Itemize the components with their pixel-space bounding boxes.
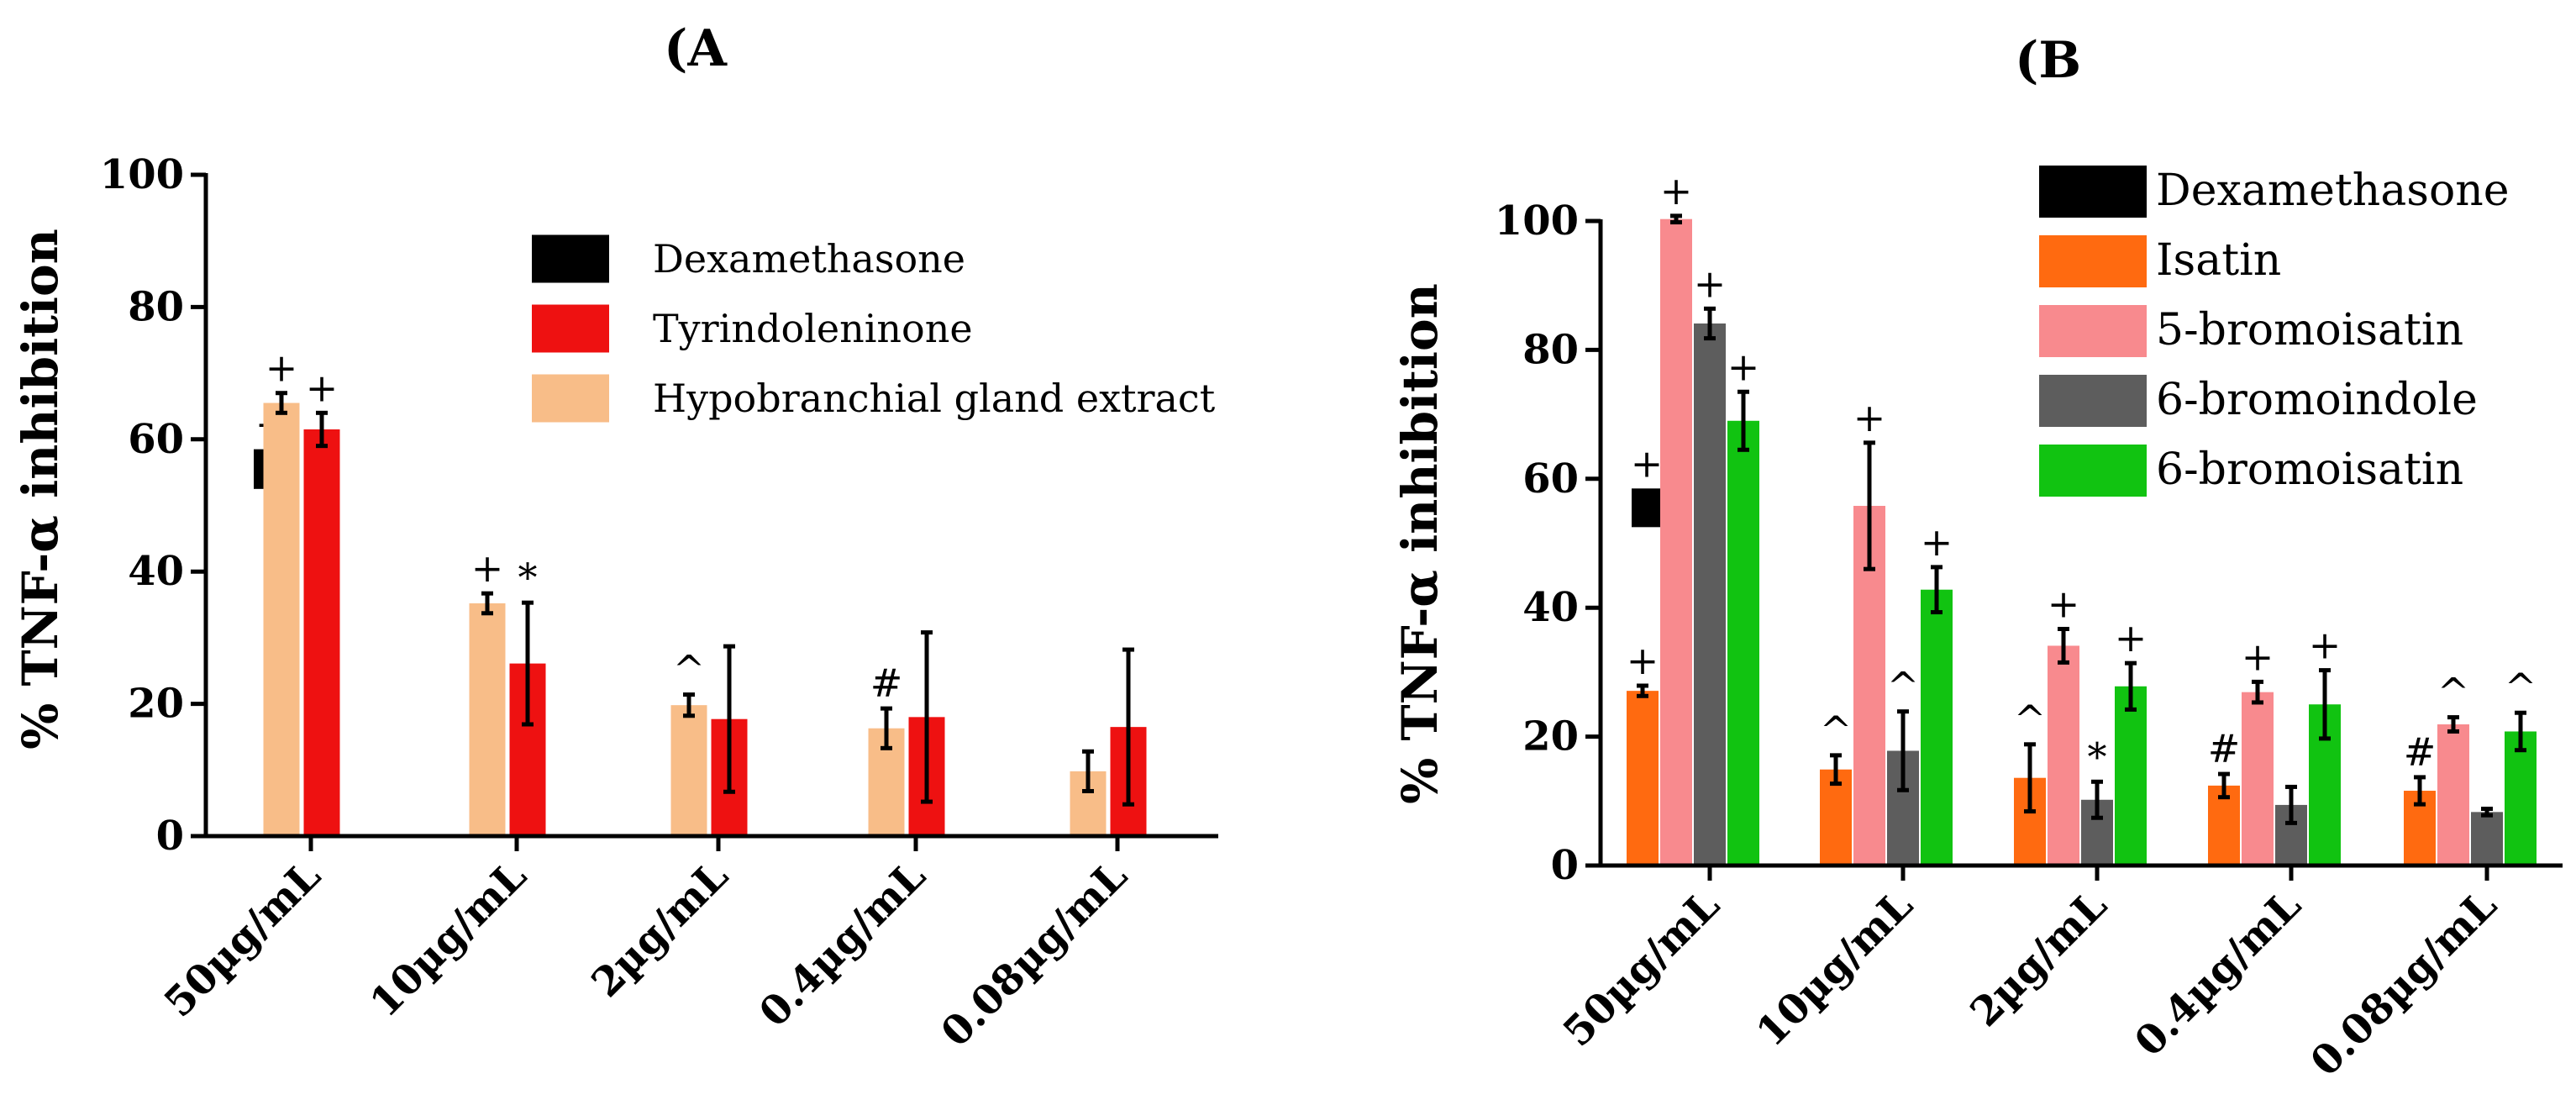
series-1-significance-mark: * [518,555,538,600]
series-0-significance-mark: # [2404,729,2437,775]
series-1-bar [2242,692,2274,866]
series-0-significance-mark: + [265,345,298,391]
legend-label: Isatin [2156,235,2281,286]
panel-b-x-axis: 50µg/mL 10µg/mL 2µg/mL 0.4µg/mL0.08µg/mL [1554,866,2505,1086]
series-1-bar [303,429,340,836]
series-1-significance-mark: ^ [2437,670,2470,715]
series-1-bar [2048,645,2079,866]
y-tick-label: 40 [128,548,184,595]
series-0-bar [1627,691,1659,866]
series-0-bar [670,705,707,836]
x-tick-label: 10µg/mL [361,852,536,1027]
x-tick-label: 0.08µg/mL [2301,881,2505,1086]
legend-swatch [2039,235,2147,287]
series-2-bar [1694,323,1726,866]
series-1-significance-mark: + [1853,395,1886,440]
y-tick-label: 80 [1522,326,1579,373]
series-1-significance-mark: + [2048,581,2080,627]
panel-b-axes [1598,219,2563,868]
series-0-significance-mark: ^ [673,647,706,692]
panel-b-y-axis: 0 20 40 60 80 100 [1495,197,1601,889]
legend-swatch [532,304,609,353]
dexamethasone-bar [1632,488,1662,528]
panel-a-axes [203,173,1218,839]
panel-b-bars: ++^ ^# #++++^+^*+++ +^ [1627,168,2537,866]
series-1-significance-mark: + [306,365,339,410]
series-3-bar [1727,420,1759,866]
series-2-significance-mark: ^ [1887,664,1920,709]
series-0-significance-mark: # [2208,726,2241,771]
series-1-significance-mark: + [2242,634,2274,679]
legend-label: Hypobranchial gland extract [653,376,1216,421]
legend-label: Dexamethasone [2156,166,2510,216]
y-tick-label: 20 [1522,713,1579,760]
series-3-significance-mark: + [1921,519,1953,565]
series-3-bar [1921,589,1953,866]
dexamethasone-significance-mark: + [1631,440,1664,486]
series-0-significance-mark: ^ [2014,697,2047,742]
y-tick-label: 80 [128,283,184,330]
series-0-significance-mark: + [1627,638,1659,683]
series-0-significance-mark: + [471,545,504,591]
x-tick-label: 2µg/mL [1962,881,2116,1036]
series-2-bar [2471,812,2503,866]
panel-a-bars: +++^#+* [254,345,1147,836]
panel-a-legend: Dexamethasone Tyrindoleninone Hypobranchia… [532,234,1216,423]
series-1-bar [2437,724,2469,866]
y-tick-label: 0 [1551,842,1579,889]
legend-swatch [532,374,609,423]
legend-label: 6-bromoindole [2156,375,2478,425]
panel-b-legend: Dexamethasone Isatin 5-bromoisatin 6-bromoi… [2039,166,2510,497]
x-tick-label: 2µg/mL [583,852,738,1007]
panel-a-x-axis: 50µg/mL 10µg/mL 2µg/mL 0.4µg/mL0.08µg/mL [155,836,1136,1056]
series-3-bar [2505,731,2537,866]
x-tick-label: 0.08µg/mL [932,852,1136,1056]
series-2-significance-mark: + [1694,260,1727,306]
series-3-significance-mark: + [2115,615,2148,660]
legend-swatch [2039,166,2147,218]
x-tick-label: 10µg/mL [1748,881,1922,1056]
series-3-bar [2115,686,2147,866]
series-0-significance-mark: ^ [1820,708,1853,753]
legend-swatch [532,234,609,283]
legend-swatch [2039,375,2147,427]
series-1-significance-mark: + [1660,168,1693,213]
legend-label: 5-bromoisatin [2156,305,2463,355]
series-2-significance-mark: * [2088,734,2107,779]
series-1-bar [1660,218,1692,866]
x-tick-label: 50µg/mL [155,852,330,1027]
x-tick-label: 0.4µg/mL [2126,881,2310,1066]
y-tick-label: 60 [1522,455,1579,503]
legend-label: 6-bromoisatin [2156,445,2463,495]
panel-b-ylabel: % TNF-α inhibition [1391,283,1448,804]
legend-swatch [2039,305,2147,357]
y-tick-label: 60 [128,416,184,463]
legend-label: Tyrindoleninone [653,306,973,351]
y-tick-label: 0 [156,813,184,860]
x-tick-label: 0.4µg/mL [750,852,934,1036]
series-0-significance-mark: # [870,660,903,706]
series-0-bar [469,602,506,836]
series-3-significance-mark: + [1727,344,1760,389]
y-tick-label: 20 [128,681,184,728]
legend-swatch [2039,445,2147,497]
series-3-significance-mark: + [2309,623,2342,668]
series-3-significance-mark: ^ [2505,665,2537,710]
y-tick-label: 40 [1522,584,1579,631]
y-tick-label: 100 [1495,197,1579,245]
x-tick-label: 50µg/mL [1554,881,1729,1056]
panel-a-label: (A [664,19,728,78]
series-0-bar [263,403,300,836]
panel-b-label: (B [2015,31,2081,90]
panel-a-ylabel: % TNF-α inhibition [12,229,69,750]
panel-a-y-axis: 0 20 40 60 80 100 [100,151,206,860]
y-tick-label: 100 [100,151,184,198]
legend-label: Dexamethasone [653,236,965,282]
